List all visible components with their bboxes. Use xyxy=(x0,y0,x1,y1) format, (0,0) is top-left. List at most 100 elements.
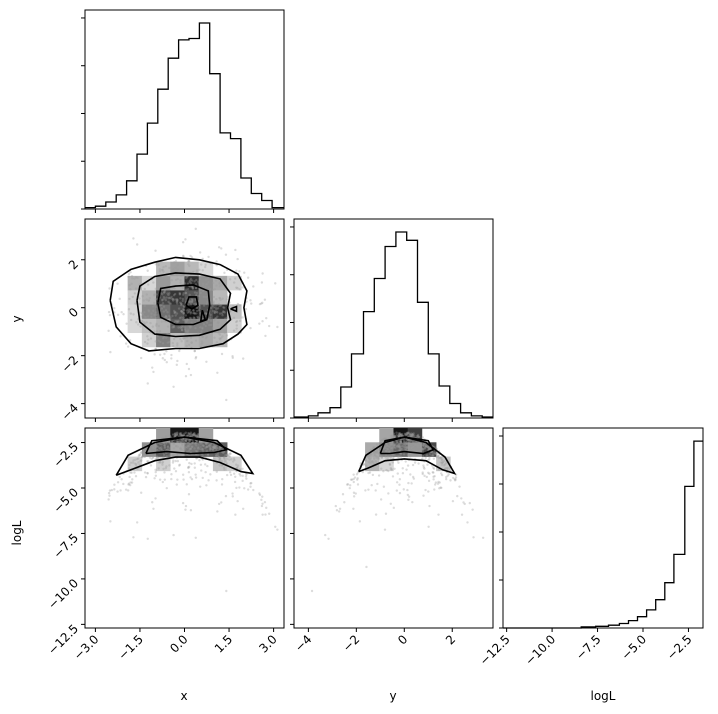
logl-vs-y-sample-point xyxy=(393,467,396,470)
left-logl-tick-label: −5.0 xyxy=(51,485,82,516)
y-vs-x-sample-point xyxy=(182,337,185,340)
logl-vs-y-sample-point xyxy=(415,444,418,447)
logl-vs-y-sample-point xyxy=(353,476,357,479)
y-vs-x-sample-point xyxy=(249,326,252,330)
y-vs-x-sample-point xyxy=(215,307,218,311)
logl-vs-x-sample-point xyxy=(175,431,179,434)
logl-vs-y-sample-point xyxy=(382,485,386,488)
histograms-layer xyxy=(85,22,703,629)
logl-vs-x-sample-point xyxy=(143,448,147,452)
logl-vs-y-sample-point xyxy=(432,471,435,474)
y-vs-x-sample-point xyxy=(194,293,198,297)
y-vs-x-density-cell xyxy=(184,261,200,277)
logl-vs-y-sample-point xyxy=(415,434,419,438)
logl-vs-y-sample-point xyxy=(371,473,375,477)
logl-vs-x-sample-point xyxy=(206,464,209,468)
logl-vs-y-sample-point xyxy=(341,493,345,496)
y-vs-x-sample-point xyxy=(124,342,128,345)
logl-vs-x-sample-point xyxy=(222,451,225,455)
logl-vs-x-sample-point xyxy=(133,462,137,465)
y-vs-x-sample-point xyxy=(154,249,157,252)
y-vs-x-sample-point xyxy=(218,281,221,284)
logl-vs-x-sample-point xyxy=(194,434,197,437)
logl-vs-y-sample-point xyxy=(398,433,401,436)
logl-vs-x-sample-point xyxy=(162,456,165,459)
y-vs-x-sample-point xyxy=(207,255,210,259)
y-vs-x-sample-point xyxy=(175,302,179,305)
y-vs-x-sample-point xyxy=(179,278,182,282)
logl-vs-y-sample-point xyxy=(367,455,370,459)
logl-vs-y-sample-point xyxy=(391,434,395,437)
logl-vs-x-sample-point xyxy=(161,460,165,464)
y-vs-x-sample-point xyxy=(214,279,218,282)
logl-vs-y-sample-point xyxy=(404,448,408,452)
y-vs-x-sample-point xyxy=(258,302,262,306)
logl-vs-x-sample-point xyxy=(211,448,215,451)
logl-vs-x-sample-point xyxy=(193,432,196,435)
y-vs-x-sample-point xyxy=(163,352,166,356)
y-vs-x-sample-point xyxy=(195,291,199,295)
logl-vs-x-sample-point xyxy=(151,456,154,460)
logl-vs-y-sample-point xyxy=(430,454,433,457)
logl-vs-y-sample-point xyxy=(407,441,410,445)
logl-vs-x-sample-point xyxy=(209,445,212,448)
logl-vs-x-sample-point xyxy=(217,502,221,506)
y-vs-x-sample-point xyxy=(166,292,169,295)
logl-vs-x-sample-point xyxy=(127,467,131,470)
logl-vs-y-sample-point xyxy=(420,446,424,450)
logl-vs-x-sample-point xyxy=(155,445,158,448)
logl-vs-y-sample-point xyxy=(398,434,401,438)
logl-vs-x-sample-point xyxy=(188,432,191,435)
y-vs-x-sample-point xyxy=(212,309,215,313)
logl-vs-x-sample-point xyxy=(143,455,146,458)
y-vs-x-sample-point xyxy=(213,311,217,314)
logl-vs-x-sample-point xyxy=(187,466,190,469)
y-vs-x-density-cell xyxy=(227,318,242,334)
logl-vs-x-sample-point xyxy=(218,445,222,449)
logl-vs-y-sample-point xyxy=(422,464,425,467)
y-vs-x-sample-point xyxy=(182,308,185,311)
logl-vs-y-sample-point xyxy=(428,472,431,475)
logl-vs-y-sample-point xyxy=(433,488,436,491)
logl-vs-x-sample-point xyxy=(163,443,166,447)
y-vs-x-sample-point xyxy=(166,279,169,283)
y-vs-x-sample-point xyxy=(156,316,160,319)
y-vs-x-sample-point xyxy=(190,341,193,344)
y-vs-x-sample-point xyxy=(223,271,226,275)
logl-vs-y-sample-point xyxy=(385,449,388,453)
y-vs-x-sample-point xyxy=(189,254,192,258)
logl-vs-y-sample-point xyxy=(427,490,430,493)
logl-vs-y-sample-point xyxy=(409,473,412,476)
logl-vs-y-sample-point xyxy=(434,452,437,455)
y-vs-x-sample-point xyxy=(180,327,183,330)
logl-vs-y-sample-point xyxy=(385,442,388,445)
logl-vs-x-sample-point xyxy=(199,441,202,445)
y-vs-x-sample-point xyxy=(176,277,179,281)
logl-vs-y-sample-point xyxy=(389,443,392,446)
left-logl-tick-label: −2.5 xyxy=(51,440,82,471)
y-vs-x-sample-point xyxy=(197,294,201,298)
logl-vs-y-sample-point xyxy=(405,433,409,437)
logl-vs-x-sample-point xyxy=(135,521,139,524)
logl-vs-y-sample-point xyxy=(405,441,409,444)
y-vs-x-sample-point xyxy=(250,302,253,305)
logl-vs-y-sample-point xyxy=(373,451,376,455)
logl-vs-y-sample-point xyxy=(409,455,412,458)
logl-vs-y-sample-point xyxy=(409,440,412,443)
logl-vs-y-sample-point xyxy=(384,437,387,440)
left-y-tick-label: −2 xyxy=(59,353,81,375)
logl-vs-y-sample-point xyxy=(434,446,438,449)
logl-vs-x-sample-point xyxy=(165,465,168,468)
y-vs-x-sample-point xyxy=(186,330,189,334)
logl-vs-x-sample-point xyxy=(178,433,182,437)
logl-vs-y-sample-point xyxy=(413,442,417,446)
logl-vs-y-sample-point xyxy=(438,487,441,490)
logl-vs-x-sample-point xyxy=(180,441,183,444)
logl-vs-x-sample-point xyxy=(175,433,179,436)
logl-vs-y-sample-point xyxy=(389,434,392,438)
logl-vs-y-sample-point xyxy=(399,433,402,437)
y-vs-x-sample-point xyxy=(161,268,164,272)
logl-vs-y-sample-point xyxy=(378,441,382,445)
y-vs-x-sample-point xyxy=(201,269,204,272)
logl-vs-x-sample-point xyxy=(244,475,248,478)
